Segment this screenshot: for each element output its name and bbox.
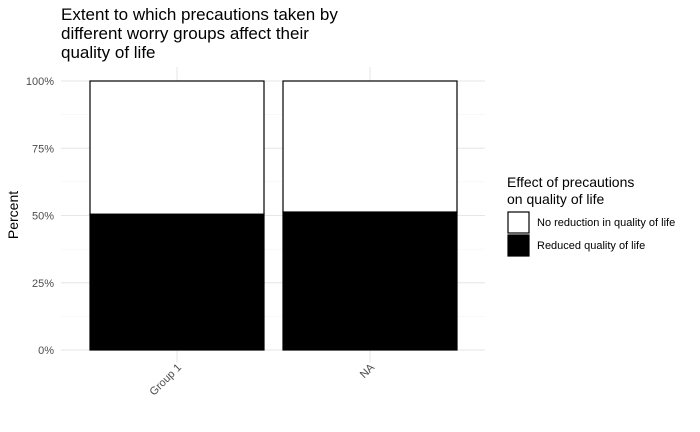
bar-segment bbox=[89, 213, 265, 351]
legend-title-line-1: Effect of precautions bbox=[507, 174, 634, 190]
y-tick-label: 0% bbox=[38, 345, 54, 357]
bar-segment bbox=[282, 211, 458, 351]
bars bbox=[89, 80, 458, 351]
legend: Effect of precautions on quality of life… bbox=[507, 174, 675, 257]
legend-entries: No reduction in quality of life Reduced q… bbox=[507, 211, 675, 257]
y-tick-label: 75% bbox=[32, 143, 54, 155]
y-tick-label: 100% bbox=[26, 76, 54, 88]
chart-title-line-1: Extent to which precautions taken by bbox=[61, 5, 338, 24]
y-axis-ticks: 0% 25% 50% 75% 100% bbox=[26, 76, 54, 357]
bar-segment bbox=[89, 80, 265, 215]
x-axis-ticks: Group 1 NA bbox=[148, 361, 378, 398]
chart-title-line-2: different worry groups affect their bbox=[61, 24, 309, 43]
legend-label: Reduced quality of life bbox=[537, 240, 645, 252]
chart-title-line-3: quality of life bbox=[61, 43, 156, 62]
y-axis-title: Percent bbox=[5, 191, 21, 239]
legend-swatch bbox=[507, 211, 530, 234]
x-tick-label: NA bbox=[358, 361, 378, 381]
x-tick-label: Group 1 bbox=[148, 362, 185, 399]
y-tick-label: 50% bbox=[32, 211, 54, 223]
legend-title-line-2: on quality of life bbox=[507, 191, 604, 207]
bar-segment bbox=[282, 80, 458, 213]
legend-label: No reduction in quality of life bbox=[537, 217, 675, 229]
y-tick-label: 25% bbox=[32, 278, 54, 290]
legend-swatch bbox=[507, 234, 530, 257]
chart-title: Extent to which precautions taken by dif… bbox=[61, 5, 338, 62]
